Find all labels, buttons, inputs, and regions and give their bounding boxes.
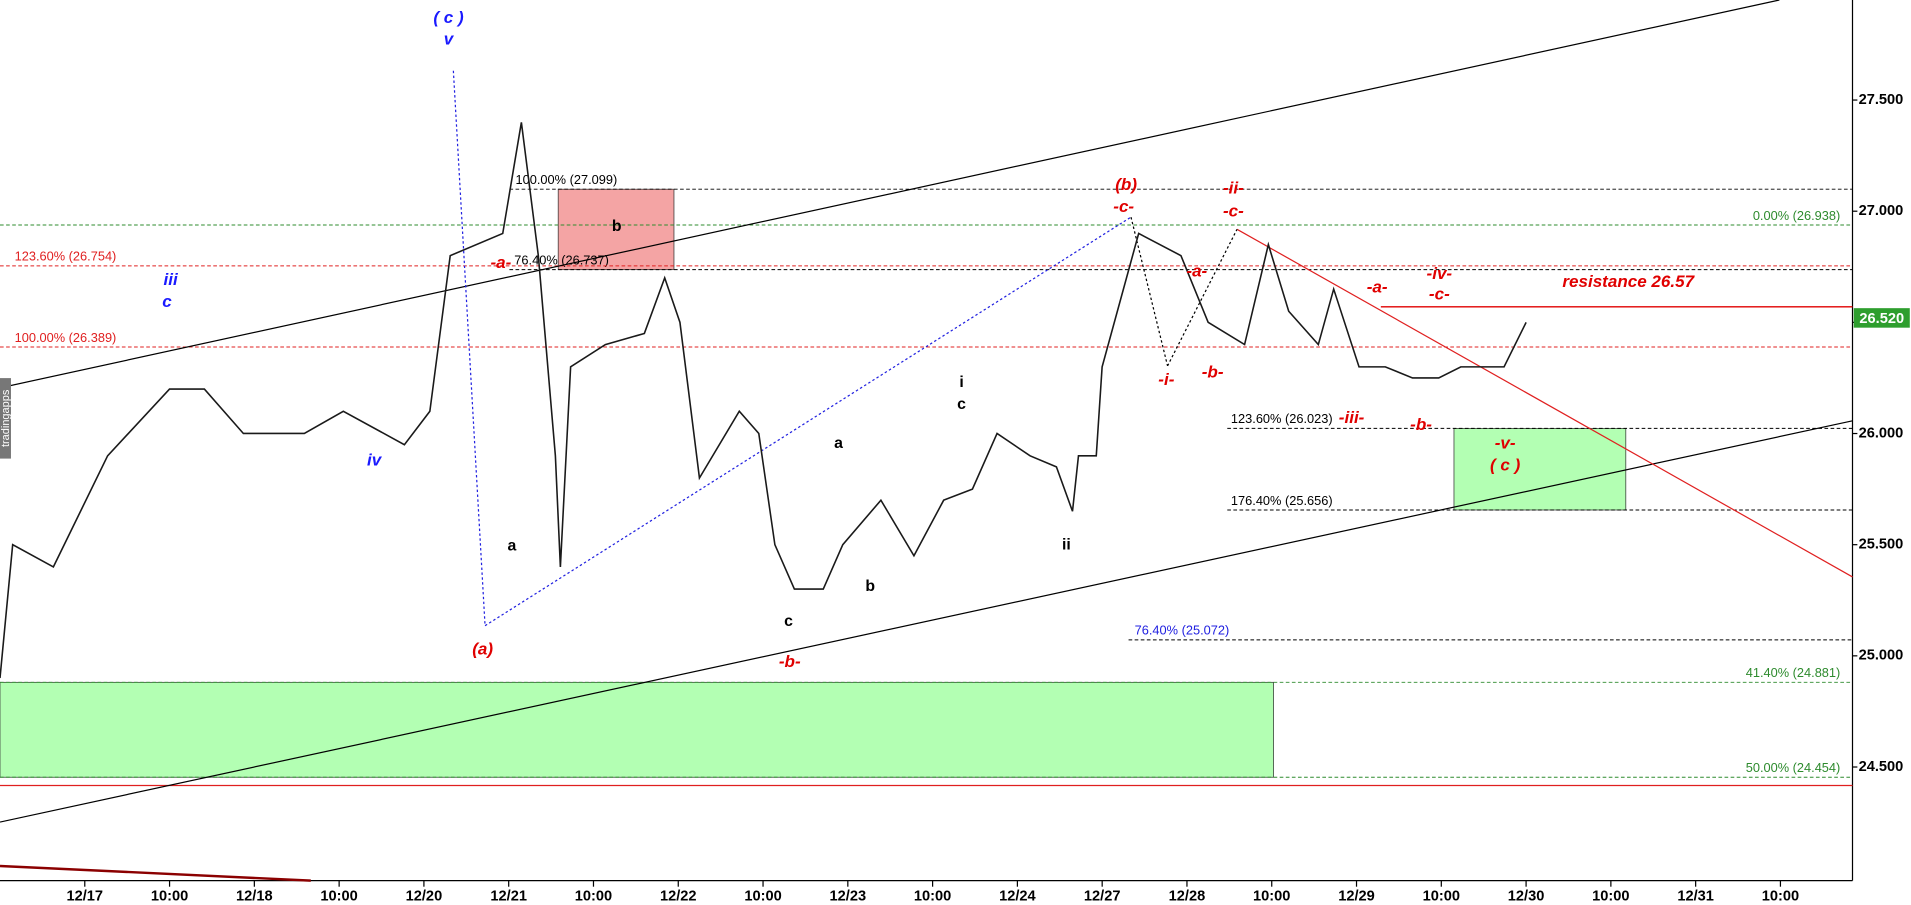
wave-label: -c- xyxy=(1429,285,1450,304)
wave-label: ( c ) xyxy=(1490,455,1521,474)
watermark-bg xyxy=(0,378,11,459)
wave-label: (a) xyxy=(472,640,493,659)
wave-label: iv xyxy=(367,451,383,470)
trend-line xyxy=(0,420,1853,823)
y-tick-label: 27.000 xyxy=(1859,203,1904,219)
watermark: tradingapps xyxy=(0,378,12,459)
x-tick-label: 10:00 xyxy=(1253,888,1290,904)
y-tick-label: 25.500 xyxy=(1859,537,1904,553)
wave-label: -b- xyxy=(1202,363,1224,382)
wave-label: b xyxy=(865,578,875,595)
wave-label: -iv- xyxy=(1427,264,1453,283)
x-tick-label: 12/21 xyxy=(490,888,527,904)
trend-line xyxy=(1236,228,1853,578)
x-tick-label: 10:00 xyxy=(320,888,357,904)
wave-label: c xyxy=(784,613,793,630)
x-tick-label: 12/29 xyxy=(1338,888,1375,904)
fib-label: 176.40% (25.656) xyxy=(1231,493,1333,508)
trend-line xyxy=(1167,229,1238,367)
wave-label: -a- xyxy=(1186,261,1207,280)
trend-line xyxy=(484,216,1132,627)
x-tick-label: 12/18 xyxy=(236,888,273,904)
y-tick-label: 24.500 xyxy=(1859,759,1904,775)
wave-label: -b- xyxy=(1410,415,1432,434)
fib-label: 76.40% (25.072) xyxy=(1135,623,1230,638)
last-price-badge xyxy=(1853,308,1910,328)
x-tick-label: 12/24 xyxy=(999,888,1036,904)
wave-label: -iii- xyxy=(1339,408,1365,427)
x-tick-label: 10:00 xyxy=(1762,888,1799,904)
x-tick-label: 12/17 xyxy=(66,888,103,904)
wave-label: c xyxy=(162,292,172,311)
zone xyxy=(1453,428,1627,511)
fib-label: 123.60% (26.023) xyxy=(1231,411,1333,426)
zone xyxy=(557,188,675,271)
wave-label: v xyxy=(444,30,455,49)
y-tick-label: 26.000 xyxy=(1859,425,1904,441)
wave-label: -b- xyxy=(779,652,801,671)
wave-label: ( c ) xyxy=(433,8,464,27)
wave-label: b xyxy=(612,218,622,235)
wave-label: -a- xyxy=(490,253,511,272)
fib-label: 100.00% (27.099) xyxy=(516,172,618,187)
x-tick-label: 12/30 xyxy=(1508,888,1545,904)
fib-label: 0.00% (26.938) xyxy=(1753,208,1840,223)
wave-label: iii xyxy=(164,270,179,289)
wave-label: c xyxy=(957,396,966,413)
wave-label: -i- xyxy=(1158,370,1174,389)
wave-label: -ii- xyxy=(1223,179,1244,198)
wave-label: (b) xyxy=(1115,175,1137,194)
y-tick-label: 25.000 xyxy=(1859,648,1904,664)
resistance-label: resistance 26.57 xyxy=(1562,272,1695,291)
trend-line xyxy=(0,864,311,882)
wave-label: a xyxy=(507,538,516,555)
zone xyxy=(0,681,1274,778)
last-price-label: 26.520 xyxy=(1859,311,1904,327)
fib-label: 100.00% (26.389) xyxy=(15,330,117,345)
fib-label: 123.60% (26.754) xyxy=(15,249,117,264)
price-line xyxy=(0,122,1527,679)
fib-label: 50.00% (24.454) xyxy=(1746,760,1841,775)
watermark-text: tradingapps xyxy=(0,389,12,447)
x-tick-label: 10:00 xyxy=(1592,888,1629,904)
wave-label: i xyxy=(959,374,963,391)
x-tick-label: 12/28 xyxy=(1169,888,1206,904)
x-tick-label: 10:00 xyxy=(575,888,612,904)
x-tick-label: 12/27 xyxy=(1084,888,1121,904)
trend-line xyxy=(0,0,1780,389)
wave-label: a xyxy=(834,435,843,452)
x-tick-label: 10:00 xyxy=(914,888,951,904)
wave-label: -v- xyxy=(1495,433,1516,452)
x-tick-label: 10:00 xyxy=(744,888,781,904)
x-tick-label: 12/31 xyxy=(1677,888,1714,904)
wave-label: -c- xyxy=(1113,197,1134,216)
wave-label: -c- xyxy=(1223,202,1244,221)
y-tick-label: 27.500 xyxy=(1859,92,1904,108)
x-tick-label: 10:00 xyxy=(151,888,188,904)
x-tick-label: 12/23 xyxy=(830,888,867,904)
x-tick-label: 10:00 xyxy=(1423,888,1460,904)
fib-label: 41.40% (24.881) xyxy=(1746,665,1841,680)
x-tick-label: 12/22 xyxy=(660,888,697,904)
wave-label: ii xyxy=(1062,536,1071,553)
x-tick-label: 12/20 xyxy=(406,888,443,904)
wave-label: -a- xyxy=(1367,277,1388,296)
